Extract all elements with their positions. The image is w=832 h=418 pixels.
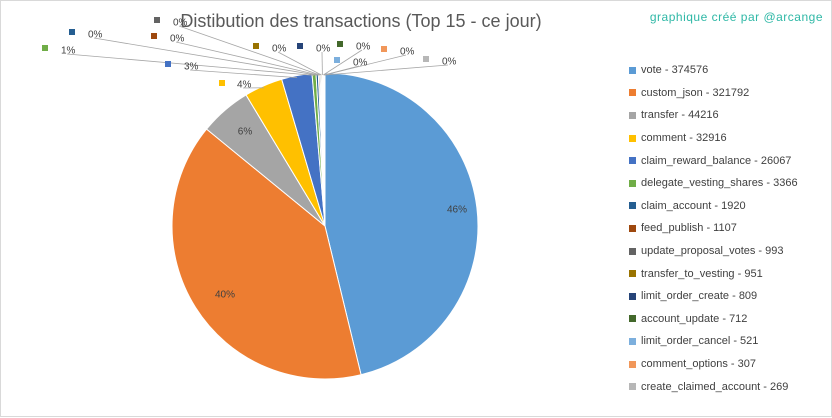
legend-label: limit_order_cancel - 521: [641, 335, 758, 347]
label-color-key: [297, 43, 303, 49]
legend-swatch: [629, 383, 636, 390]
legend-label: claim_reward_balance - 26067: [641, 155, 791, 167]
legend-label: comment_options - 307: [641, 358, 756, 370]
label-color-key: [42, 45, 48, 51]
slice-percent-label: 4%: [237, 80, 252, 91]
leader-line: [179, 26, 320, 75]
legend-item: comment - 32916: [629, 127, 798, 150]
chart-legend: vote - 374576 custom_json - 321792 transfe…: [629, 59, 798, 398]
legend-swatch: [629, 225, 636, 232]
legend-label: claim_account - 1920: [641, 200, 746, 212]
label-color-key: [423, 56, 429, 62]
legend-swatch: [629, 338, 636, 345]
legend-swatch: [629, 135, 636, 142]
slice-percent-label: 0%: [316, 44, 331, 55]
label-color-key: [69, 29, 75, 35]
label-color-key: [381, 46, 387, 52]
legend-label: update_proposal_votes - 993: [641, 245, 784, 257]
slice-percent-label: 3%: [184, 62, 199, 73]
legend-label: delegate_vesting_shares - 3366: [641, 177, 798, 189]
legend-swatch: [629, 112, 636, 119]
leader-line: [278, 52, 321, 75]
legend-item: update_proposal_votes - 993: [629, 240, 798, 263]
legend-label: limit_order_create - 809: [641, 290, 757, 302]
legend-item: claim_reward_balance - 26067: [629, 149, 798, 172]
slice-percent-label: 0%: [88, 30, 103, 41]
label-color-key: [151, 33, 157, 39]
legend-label: feed_publish - 1107: [641, 222, 737, 234]
legend-item: feed_publish - 1107: [629, 217, 798, 240]
legend-item: delegate_vesting_shares - 3366: [629, 172, 798, 195]
legend-item: transfer - 44216: [629, 104, 798, 127]
legend-item: transfer_to_vesting - 951: [629, 262, 798, 285]
slice-percent-label: 0%: [356, 42, 371, 53]
slice-percent-label: 0%: [400, 47, 415, 58]
slice-percent-label: 0%: [272, 44, 287, 55]
legend-swatch: [629, 361, 636, 368]
legend-item: claim_account - 1920: [629, 195, 798, 218]
legend-item: limit_order_create - 809: [629, 285, 798, 308]
legend-label: transfer - 44216: [641, 109, 719, 121]
slice-percent-label: 0%: [353, 58, 368, 69]
slice-percent-label: 0%: [170, 34, 185, 45]
slice-percent-label: 40%: [215, 290, 235, 301]
label-color-key: [154, 17, 160, 23]
legend-label: transfer_to_vesting - 951: [641, 268, 763, 280]
slice-percent-label: 6%: [238, 127, 253, 138]
leader-line: [190, 70, 297, 78]
legend-item: comment_options - 307: [629, 353, 798, 376]
legend-swatch: [629, 202, 636, 209]
legend-item: limit_order_cancel - 521: [629, 330, 798, 353]
slice-percent-label: 0%: [442, 57, 457, 68]
legend-label: create_claimed_account - 269: [641, 381, 788, 393]
legend-label: custom_json - 321792: [641, 87, 749, 99]
legend-item: custom_json - 321792: [629, 82, 798, 105]
label-color-key: [337, 41, 343, 47]
label-color-key: [334, 57, 340, 63]
legend-item: account_update - 712: [629, 308, 798, 331]
label-color-key: [219, 80, 225, 86]
legend-swatch: [629, 270, 636, 277]
legend-item: vote - 374576: [629, 59, 798, 82]
slice-percent-label: 1%: [61, 46, 76, 57]
legend-label: account_update - 712: [641, 313, 747, 325]
legend-swatch: [629, 157, 636, 164]
legend-swatch: [629, 180, 636, 187]
legend-item: create_claimed_account - 269: [629, 375, 798, 398]
legend-swatch: [629, 293, 636, 300]
label-color-key: [253, 43, 259, 49]
legend-swatch: [629, 89, 636, 96]
slice-percent-label: 46%: [447, 205, 467, 216]
legend-swatch: [629, 248, 636, 255]
label-color-key: [165, 61, 171, 67]
legend-label: vote - 374576: [641, 64, 708, 76]
slice-percent-label: 0%: [173, 18, 188, 29]
legend-swatch: [629, 315, 636, 322]
legend-swatch: [629, 67, 636, 74]
legend-label: comment - 32916: [641, 132, 727, 144]
